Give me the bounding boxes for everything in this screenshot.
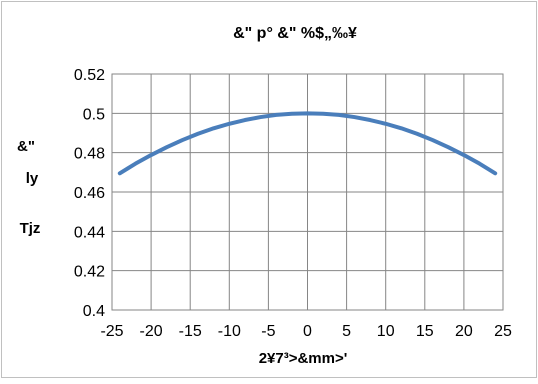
y-tick-label: 0.42 <box>74 264 105 281</box>
x-tick-label: 15 <box>416 323 434 340</box>
x-tick-label: -10 <box>218 323 241 340</box>
x-tick-label: 5 <box>342 323 351 340</box>
plot-frame <box>111 73 504 311</box>
chart-border <box>1 1 537 378</box>
y-tick-label: 0.44 <box>74 224 105 241</box>
y-axis-ticks: 0.4 0.42 0.44 0.46 0.48 0.5 0.52 <box>74 67 105 320</box>
chart-title: &" p° &" %$„‰¥ <box>233 25 357 42</box>
x-tick-label: 0 <box>303 323 312 340</box>
series-line <box>117 111 498 176</box>
x-axis-ticks: -25 -20 -15 -10 -5 0 5 10 15 20 25 <box>100 323 512 340</box>
x-tick-label: 20 <box>455 323 473 340</box>
y-axis-label-line-1: &" <box>17 138 35 155</box>
x-tick-label: -20 <box>140 323 163 340</box>
x-tick-label: -15 <box>179 323 202 340</box>
y-tick-label: 0.46 <box>74 185 105 202</box>
y-axis-label-line-2: ly <box>26 170 39 187</box>
series-layer <box>117 111 498 176</box>
y-tick-label: 0.48 <box>74 146 105 163</box>
x-tick-label: -25 <box>100 323 123 340</box>
y-tick-label: 0.4 <box>83 303 105 320</box>
y-axis-label: &" ly Tjz <box>17 138 40 237</box>
y-axis-label-line-3: Tjz <box>20 220 41 237</box>
x-tick-label: -5 <box>261 323 275 340</box>
grid-lines <box>111 73 504 311</box>
x-axis-label: 2¥7³>&mm>' <box>259 350 348 367</box>
y-tick-label: 0.52 <box>74 67 105 84</box>
x-tick-label: 10 <box>377 323 395 340</box>
x-tick-label: 25 <box>494 323 512 340</box>
y-tick-label: 0.5 <box>83 106 105 123</box>
